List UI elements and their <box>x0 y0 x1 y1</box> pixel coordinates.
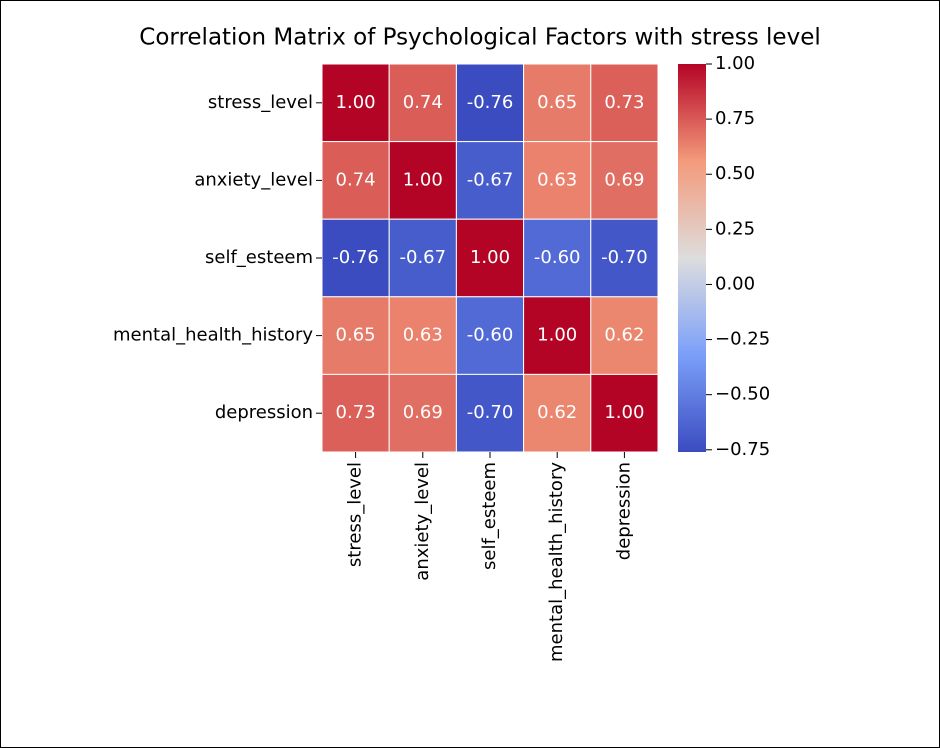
cell-label: 0.69 <box>604 169 644 190</box>
heatmap-cell <box>590 218 659 298</box>
heatmap-cell <box>590 63 659 143</box>
heatmap-cell <box>388 373 457 453</box>
cell-label: 0.62 <box>604 325 644 346</box>
cell-label: -0.76 <box>332 247 379 268</box>
cell-label: -0.76 <box>467 92 514 113</box>
heatmap-cell <box>455 218 525 298</box>
heatmap-cell <box>590 373 659 453</box>
colorbar-tick-label: 0.50 <box>715 163 755 184</box>
cell-label: -0.67 <box>467 169 514 190</box>
cell-label: 0.63 <box>537 169 577 190</box>
colorbar-tick-label: −0.50 <box>715 384 770 405</box>
cell-label: 0.73 <box>604 92 644 113</box>
heatmap-cell <box>388 141 457 220</box>
cell-label: 0.74 <box>336 169 376 190</box>
colorbar-tick-label: −0.75 <box>715 439 770 460</box>
x-tick-label: depression <box>613 462 634 560</box>
heatmap-cell <box>455 63 525 143</box>
heatmap-cell <box>523 141 592 220</box>
y-tick-label: stress_level <box>208 92 313 113</box>
cell-label: 0.62 <box>537 402 577 423</box>
cell-label: -0.70 <box>467 402 514 423</box>
cell-label: 1.00 <box>604 402 644 423</box>
heatmap-cell <box>455 296 525 375</box>
y-tick-label: mental_health_history <box>113 325 313 346</box>
colorbar-tick-label: 0.00 <box>715 273 755 294</box>
cell-label: 1.00 <box>336 92 376 113</box>
cell-label: -0.67 <box>400 247 447 268</box>
heatmap-cell <box>388 63 457 143</box>
heatmap-cell <box>321 218 390 298</box>
colorbar-tick-label: 0.75 <box>715 108 755 129</box>
colorbar <box>678 64 706 452</box>
heatmap-cell <box>523 296 592 375</box>
heatmap-cell <box>388 296 457 375</box>
x-tick-label: self_esteem <box>479 462 500 570</box>
cell-label: -0.70 <box>601 247 648 268</box>
heatmap-cell <box>321 373 390 453</box>
cell-label: 0.74 <box>403 92 443 113</box>
cell-label: 0.73 <box>336 402 376 423</box>
cell-label: 0.65 <box>537 92 577 113</box>
cell-label: 1.00 <box>403 169 443 190</box>
cell-label: 0.63 <box>403 325 443 346</box>
heatmap-cell <box>321 63 390 143</box>
cell-label: -0.60 <box>467 325 514 346</box>
chart-title: Correlation Matrix of Psychological Fact… <box>139 25 820 51</box>
cell-label: -0.60 <box>534 247 581 268</box>
cell-label: 0.69 <box>403 402 443 423</box>
x-tick-label: mental_health_history <box>546 462 567 662</box>
heatmap-cell <box>590 141 659 220</box>
x-tick-label: stress_level <box>345 462 366 567</box>
x-tick-label: anxiety_level <box>412 462 433 581</box>
y-tick-label: anxiety_level <box>194 169 313 190</box>
cell-label: 0.65 <box>336 325 376 346</box>
y-tick-label: depression <box>215 402 313 423</box>
colorbar-tick-label: 0.25 <box>715 218 755 239</box>
colorbar-tick-label: 1.00 <box>715 53 755 74</box>
y-tick-label: self_esteem <box>205 247 313 268</box>
colorbar-tick-label: −0.25 <box>715 329 770 350</box>
cell-label: 1.00 <box>470 247 510 268</box>
heatmap-cell <box>523 373 592 453</box>
cell-label: 1.00 <box>537 325 577 346</box>
heatmap-cell <box>590 296 659 375</box>
